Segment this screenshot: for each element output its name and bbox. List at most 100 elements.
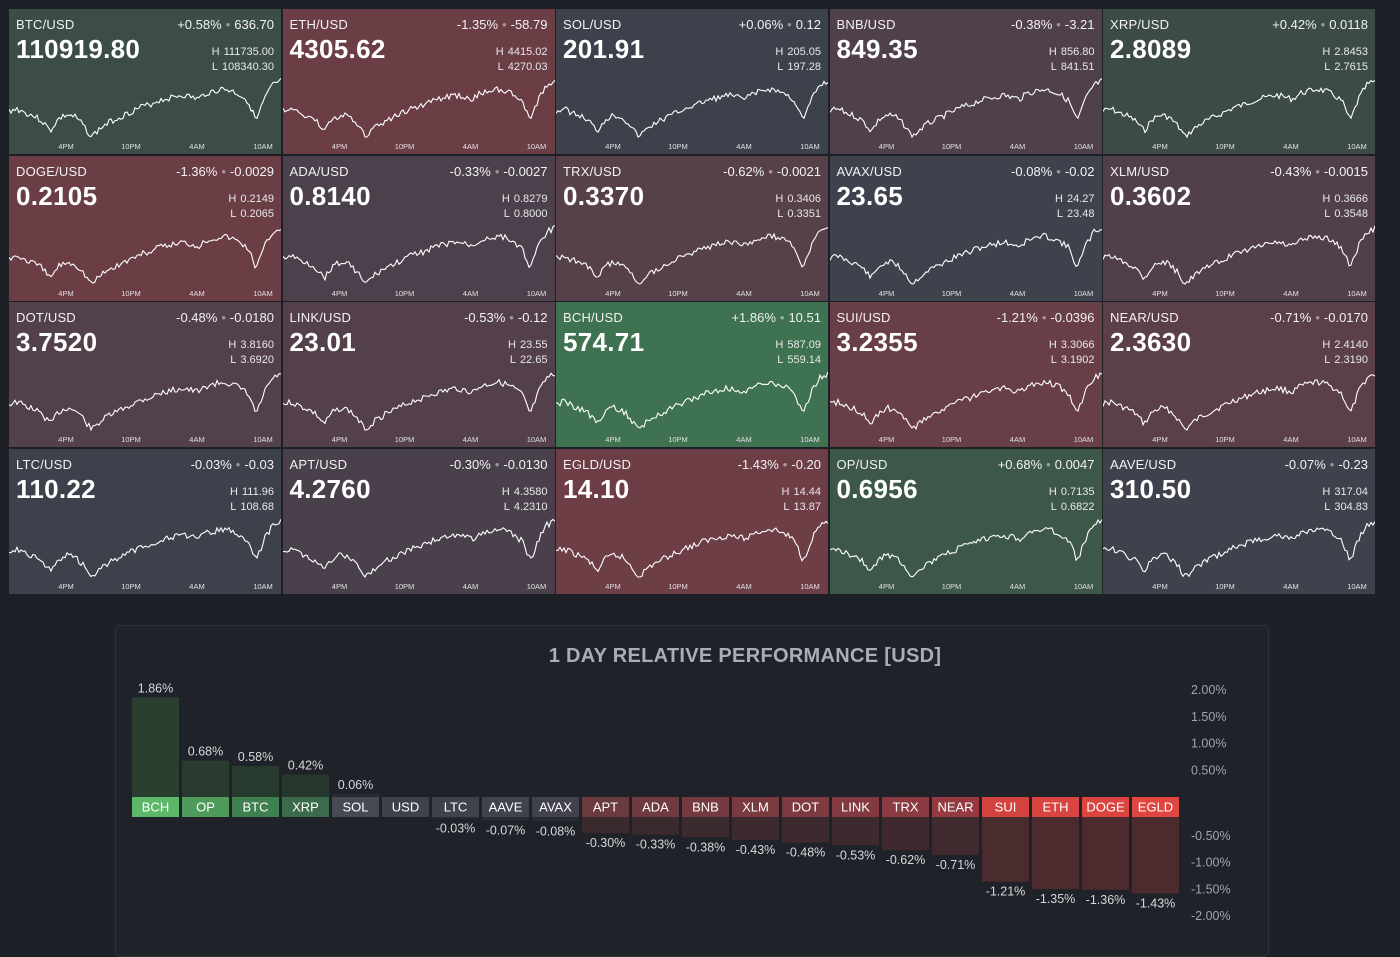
high-value: 3.3066 — [1060, 339, 1095, 351]
performance-bar — [782, 817, 829, 843]
performance-bar — [582, 817, 629, 834]
ticker-tile[interactable]: NEAR/USD -0.71% • -0.0170 2.3630 H 2.4140 L 2.31… — [1103, 302, 1375, 447]
time-tick: 10PM — [1215, 581, 1235, 591]
time-tick: 4AM — [462, 288, 479, 298]
time-axis: 4PM 10PM 4AM 10AM — [1103, 435, 1375, 445]
high-key: H — [775, 339, 784, 351]
time-axis: 4PM 10PM 4AM 10AM — [1103, 142, 1375, 152]
time-axis: 4PM 10PM 4AM 10AM — [556, 142, 828, 152]
ticker-tile[interactable]: LINK/USD -0.53% • -0.12 23.01 H 23.55 L 22.65 4PM… — [282, 302, 555, 447]
low-key: L — [1324, 354, 1331, 366]
ticker-tile[interactable]: SUI/USD -1.21% • -0.0396 3.2355 H 3.3066 L 3.190… — [829, 302, 1102, 447]
ticker-tile[interactable]: BCH/USD +1.86% • 10.51 574.71 H 587.09 L 559.14 4… — [556, 302, 828, 447]
ticker-tile[interactable]: EGLD/USD -1.43% • -0.20 14.10 H 14.44 L 13.87 4PM… — [556, 448, 828, 594]
sparkline-path — [1103, 225, 1375, 285]
time-tick: 10PM — [121, 142, 141, 151]
time-tick: 10AM — [1073, 142, 1094, 151]
time-tick: 4AM — [1283, 435, 1299, 444]
change-absolute: -0.03 — [244, 456, 274, 472]
change-percent: +0.42% — [1272, 17, 1317, 32]
sparkline — [556, 226, 828, 285]
time-tick: 10PM — [668, 435, 688, 444]
price: 0.3602 — [1110, 180, 1192, 211]
low-value-row: L 0.6822 — [1051, 501, 1095, 513]
price: 310.50 — [1110, 473, 1192, 504]
change-group: -1.35% • -58.79 — [457, 17, 548, 32]
time-tick: 4AM — [1009, 288, 1026, 298]
time-tick: 4PM — [605, 288, 621, 298]
low-value-row: L 841.51 — [1051, 61, 1095, 73]
high-value-row: H 4415.02 — [496, 46, 548, 58]
separator-dot: • — [1315, 163, 1320, 179]
high-value: 0.8279 — [513, 192, 548, 205]
change-percent: -0.48% — [176, 310, 218, 325]
pair-label: LINK/USD — [289, 310, 352, 325]
change-absolute: 0.0118 — [1329, 17, 1368, 32]
ticker-tile[interactable]: SOL/USD +0.06% • 0.12 201.91 H 205.05 L 197.28 4P… — [556, 9, 828, 154]
time-tick: 10AM — [800, 142, 820, 151]
high-value-row: H 3.3066 — [1049, 339, 1095, 351]
ticker-tile[interactable]: XLM/USD -0.43% • -0.0015 0.3602 H 0.3666 L 0.354… — [1103, 155, 1375, 301]
change-group: -0.71% • -0.0170 — [1270, 310, 1368, 325]
sparkline-path — [9, 373, 281, 432]
change-absolute: -0.0396 — [1050, 310, 1095, 325]
value-label: 1.86% — [138, 681, 173, 695]
separator-dot: • — [509, 310, 514, 325]
ticker-tile[interactable]: TRX/USD -0.62% • -0.0021 0.3370 H 0.3406 L 0.335… — [556, 155, 828, 301]
change-absolute: -0.0180 — [229, 310, 274, 325]
ticker-tile[interactable]: XRP/USD +0.42% • 0.0118 2.8089 H 2.8453 L 2.7615… — [1103, 9, 1375, 154]
high-value: 24.27 — [1066, 192, 1095, 205]
category-label: XLM — [742, 800, 769, 815]
time-tick: 10AM — [253, 288, 273, 298]
ticker-tile[interactable]: DOT/USD -0.48% • -0.0180 3.7520 H 3.8160 L 3.692… — [9, 302, 281, 447]
change-percent: -0.43% — [1270, 163, 1312, 179]
ticker-tile[interactable]: AAVE/USD -0.07% • -0.23 310.50 H 317.04 L 304.83… — [1103, 448, 1375, 594]
category-label: SUI — [995, 800, 1017, 815]
pair-label: LTC/USD — [16, 456, 73, 472]
price: 4.2760 — [289, 473, 371, 504]
pair-label: SUI/USD — [836, 310, 891, 325]
ticker-tile[interactable]: APT/USD -0.30% • -0.0130 4.2760 H 4.3580 L 4.231… — [282, 448, 555, 594]
value-label: 0.42% — [288, 759, 323, 773]
time-tick: 4AM — [462, 435, 479, 444]
ticker-tile[interactable]: AVAX/USD -0.08% • -0.02 23.65 H 24.27 L 23.48 4PM… — [829, 155, 1102, 301]
low-value: 2.7615 — [1334, 61, 1368, 73]
time-tick: 4AM — [462, 142, 479, 151]
sparkline — [9, 228, 281, 284]
performance-bar — [1132, 817, 1179, 894]
time-tick: 4AM — [1009, 142, 1026, 151]
time-tick: 10PM — [121, 435, 141, 444]
ticker-tile[interactable]: BNB/USD -0.38% • -3.21 849.35 H 856.80 L 841.51 4… — [829, 9, 1102, 154]
sparkline — [1103, 374, 1375, 431]
sparkline — [556, 520, 828, 578]
change-percent: -0.08% — [1011, 163, 1053, 179]
ticker-tile[interactable]: BTC/USD +0.58% • 636.70 110919.80 H 111735.00 L… — [9, 9, 281, 154]
sparkline — [282, 79, 555, 138]
ticker-tile[interactable]: OP/USD +0.68% • 0.0047 0.6956 H 0.7135 L 0.6822 4… — [829, 448, 1102, 594]
ticker-tile[interactable]: LTC/USD -0.03% • -0.03 110.22 H 111.96 L 108.68 4… — [9, 448, 281, 594]
ticker-tile[interactable]: ADA/USD -0.33% • -0.0027 0.8140 H 0.8279 L 0.800… — [282, 155, 555, 301]
high-key: H — [781, 485, 790, 498]
time-tick: 4AM — [189, 581, 205, 591]
category-label-box — [632, 797, 679, 817]
time-tick: 4PM — [878, 581, 895, 591]
pair-label: OP/USD — [836, 456, 888, 472]
high-value-row: H 111735.00 — [212, 46, 274, 58]
time-tick: 10PM — [121, 581, 141, 591]
low-value: 3.6920 — [240, 354, 274, 366]
ticker-tile[interactable]: DOGE/USD -1.36% • -0.0029 0.2105 H 0.2149 L 0.20… — [9, 155, 281, 301]
time-tick: 4PM — [605, 435, 621, 444]
change-group: -0.07% • -0.23 — [1285, 457, 1368, 472]
performance-bar — [232, 765, 279, 797]
pair-label: ADA/USD — [289, 163, 349, 179]
high-key: H — [211, 46, 220, 58]
ticker-tile[interactable]: ETH/USD -1.35% • -58.79 4305.62 H 4415.02 L 4270… — [282, 9, 555, 154]
low-value: 197.28 — [787, 61, 821, 73]
low-key: L — [777, 61, 784, 73]
category-label-box — [382, 797, 429, 817]
time-tick: 10AM — [1347, 142, 1367, 151]
time-tick: 4PM — [331, 142, 348, 151]
low-value-row: L 0.2065 — [230, 208, 274, 220]
low-value-row: L 304.83 — [1324, 501, 1368, 513]
separator-dot: • — [1041, 310, 1047, 325]
